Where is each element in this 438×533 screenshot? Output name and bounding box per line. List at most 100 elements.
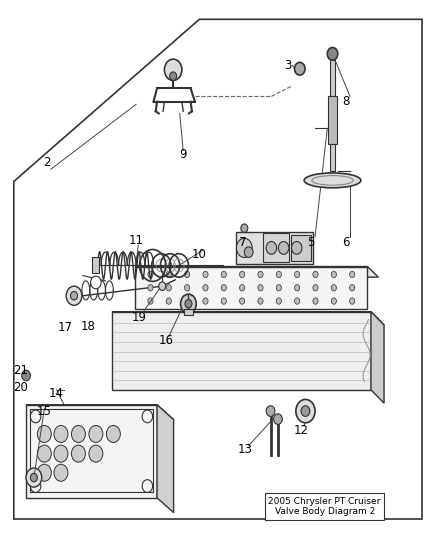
Circle shape xyxy=(184,298,190,304)
Text: 8: 8 xyxy=(342,95,349,108)
Circle shape xyxy=(266,241,277,254)
Text: 17: 17 xyxy=(58,321,73,334)
Bar xyxy=(291,235,311,261)
Circle shape xyxy=(166,298,171,304)
Polygon shape xyxy=(26,405,157,498)
Polygon shape xyxy=(135,266,378,277)
Circle shape xyxy=(258,285,263,291)
Text: 12: 12 xyxy=(293,424,309,437)
Circle shape xyxy=(241,224,248,232)
Polygon shape xyxy=(26,405,173,419)
Polygon shape xyxy=(112,312,384,325)
Circle shape xyxy=(331,298,336,304)
Ellipse shape xyxy=(304,173,361,188)
Circle shape xyxy=(164,59,182,80)
Circle shape xyxy=(71,292,78,300)
Circle shape xyxy=(203,298,208,304)
Circle shape xyxy=(166,271,171,278)
Circle shape xyxy=(266,406,275,416)
Circle shape xyxy=(21,370,30,381)
Bar xyxy=(263,233,289,262)
Circle shape xyxy=(148,285,153,291)
Circle shape xyxy=(240,285,245,291)
Circle shape xyxy=(237,238,252,257)
Text: 2005 Chrysler PT Cruiser
Valve Body Diagram 2: 2005 Chrysler PT Cruiser Valve Body Diag… xyxy=(268,497,381,516)
Circle shape xyxy=(350,285,355,291)
Bar xyxy=(184,309,193,316)
Text: 21: 21 xyxy=(13,364,28,377)
Text: 14: 14 xyxy=(49,386,64,400)
Circle shape xyxy=(54,445,68,462)
Circle shape xyxy=(203,285,208,291)
Circle shape xyxy=(89,425,103,442)
Circle shape xyxy=(30,473,37,482)
Polygon shape xyxy=(112,312,371,390)
Circle shape xyxy=(276,271,282,278)
Bar xyxy=(330,60,335,96)
Polygon shape xyxy=(157,405,173,513)
Circle shape xyxy=(180,294,196,313)
Text: 15: 15 xyxy=(37,405,52,417)
Bar xyxy=(328,96,337,144)
Circle shape xyxy=(54,425,68,442)
Bar xyxy=(92,257,99,273)
Circle shape xyxy=(185,300,192,308)
Circle shape xyxy=(91,276,101,289)
Circle shape xyxy=(274,414,283,424)
Circle shape xyxy=(240,298,245,304)
Circle shape xyxy=(331,271,336,278)
Text: 6: 6 xyxy=(342,236,350,249)
Circle shape xyxy=(313,298,318,304)
Circle shape xyxy=(240,271,245,278)
Circle shape xyxy=(71,425,85,442)
Circle shape xyxy=(294,298,300,304)
Text: 9: 9 xyxy=(180,148,187,161)
Circle shape xyxy=(184,271,190,278)
Circle shape xyxy=(301,406,310,416)
Circle shape xyxy=(313,271,318,278)
Circle shape xyxy=(331,285,336,291)
Circle shape xyxy=(294,271,300,278)
Circle shape xyxy=(66,286,82,305)
Circle shape xyxy=(350,298,355,304)
Circle shape xyxy=(159,282,166,290)
Circle shape xyxy=(294,285,300,291)
Circle shape xyxy=(221,298,226,304)
Polygon shape xyxy=(371,312,384,403)
Text: 13: 13 xyxy=(238,443,253,456)
Circle shape xyxy=(71,445,85,462)
Circle shape xyxy=(37,445,51,462)
Bar xyxy=(237,232,313,264)
Text: 20: 20 xyxy=(13,381,28,394)
Circle shape xyxy=(106,425,120,442)
Circle shape xyxy=(170,72,177,80)
Circle shape xyxy=(296,399,315,423)
Text: 19: 19 xyxy=(132,311,147,324)
Text: 18: 18 xyxy=(81,320,95,333)
Text: 10: 10 xyxy=(192,248,207,261)
Circle shape xyxy=(291,241,302,254)
Circle shape xyxy=(258,298,263,304)
Circle shape xyxy=(294,62,305,75)
Circle shape xyxy=(221,271,226,278)
Text: 3: 3 xyxy=(284,59,292,72)
Circle shape xyxy=(54,464,68,481)
Bar xyxy=(330,144,335,171)
Circle shape xyxy=(203,271,208,278)
Circle shape xyxy=(350,271,355,278)
Circle shape xyxy=(148,271,153,278)
Circle shape xyxy=(37,464,51,481)
Circle shape xyxy=(89,445,103,462)
Circle shape xyxy=(276,298,282,304)
Bar xyxy=(30,409,152,492)
Text: 16: 16 xyxy=(158,334,173,348)
Text: 5: 5 xyxy=(307,236,314,249)
Circle shape xyxy=(37,425,51,442)
Text: 11: 11 xyxy=(128,235,144,247)
Circle shape xyxy=(276,285,282,291)
Text: 2: 2 xyxy=(43,156,50,169)
Circle shape xyxy=(184,285,190,291)
Circle shape xyxy=(26,468,42,487)
Polygon shape xyxy=(135,266,367,309)
Text: 7: 7 xyxy=(239,236,247,249)
